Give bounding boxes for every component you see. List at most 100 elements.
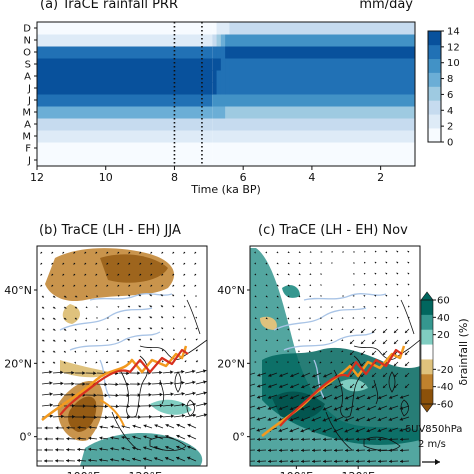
wind-arrowhead [276, 284, 279, 287]
wind-arrowhead [279, 384, 283, 389]
wind-arrowhead [290, 459, 293, 464]
wind-arrowhead [138, 338, 141, 341]
wind-arrowhead [73, 251, 76, 254]
wind-arrowhead [330, 361, 333, 364]
wind-arrowhead [195, 338, 198, 341]
heatmap-cell [229, 58, 415, 71]
wind-arrowhead [268, 459, 271, 464]
wind-arrowhead [110, 436, 114, 440]
heatmap-cell [216, 154, 222, 166]
wind-arrowhead [66, 448, 70, 452]
wind-arrowhead [287, 328, 289, 331]
wind-arrowhead [139, 262, 142, 265]
wind-arrowhead [353, 262, 355, 264]
heatmap-cell [212, 46, 218, 59]
wind-arrowhead [400, 459, 403, 464]
wind-arrowhead [319, 350, 322, 353]
wind-arrowhead [93, 371, 97, 376]
wind-arrowhead [173, 349, 175, 351]
wind-arrowhead [298, 273, 301, 275]
colorbar-tick-label: 8 [447, 74, 453, 85]
wind-arrowhead [394, 341, 397, 344]
wind-arrowhead [172, 273, 175, 276]
wind-arrowhead [173, 327, 175, 330]
wind-arrowhead [159, 403, 163, 408]
panel-c-lon-axis: 100°E 120°E [280, 466, 375, 474]
month-tick-label: O [23, 48, 31, 59]
wind-arrowhead [353, 284, 355, 286]
panel-b-title: (b) TraCE (LH - EH) JJA [39, 223, 181, 238]
time-tick-label: 2 [377, 171, 384, 184]
wind-arrowhead [399, 406, 404, 410]
wind-arrowhead [195, 327, 198, 330]
wind-arrowhead [85, 306, 88, 308]
wind-arrowhead [74, 339, 77, 342]
wind-arrowhead [42, 306, 45, 309]
wind-arrowhead [93, 404, 97, 409]
wind-arrowhead [33, 448, 36, 451]
wind-arrowhead [160, 305, 163, 308]
wind-arrowhead [290, 437, 293, 442]
heatmap-cell [220, 34, 226, 47]
wind-arrowhead [363, 284, 366, 286]
wind-arrowhead [172, 316, 175, 319]
wind-arrowhead [60, 381, 64, 386]
wind-arrowhead [55, 459, 58, 463]
wind-arrowhead [300, 407, 305, 411]
rainfall-heatmap [37, 22, 415, 166]
wind-arrowhead [350, 374, 353, 377]
wind-arrowhead [312, 459, 315, 464]
colorbar-segment [428, 31, 441, 46]
heatmap-cell [37, 34, 213, 47]
wind-arrowhead [128, 273, 131, 276]
wind-arrowhead [287, 284, 290, 287]
wind-arrowhead [276, 251, 279, 254]
wind-arrowhead [172, 262, 175, 265]
wind-arrowhead [388, 417, 393, 421]
wind-arrowhead [194, 251, 197, 254]
wind-arrowhead [94, 415, 98, 420]
wind-arrowhead [74, 328, 77, 331]
wind-arrowhead [320, 339, 322, 342]
wind-arrowhead [44, 448, 48, 452]
colorbar-segment [428, 86, 441, 101]
wind-arrowhead [137, 371, 141, 375]
wind-arrowhead [311, 407, 316, 411]
wind-arrowhead [366, 406, 371, 411]
wind-arrowhead [139, 284, 142, 287]
wind-arrowhead [267, 417, 272, 421]
wind-arrowhead [341, 317, 344, 319]
wind-arrowhead [257, 373, 261, 377]
wind-arrowhead [372, 341, 375, 344]
heatmap-cell [212, 34, 218, 47]
wind-arrowhead [301, 448, 304, 453]
heatmap-cell [216, 142, 222, 155]
wind-arrowhead [298, 295, 301, 298]
wind-arrowhead [388, 395, 393, 399]
heatmap-cell [225, 118, 230, 131]
heatmap-cell [216, 70, 222, 83]
wind-arrowhead [341, 361, 344, 363]
lat-tick-label: 0° [20, 431, 33, 444]
wind-arrowhead [71, 403, 75, 408]
panel-c-rivers [273, 293, 387, 399]
wind-arrowhead [195, 306, 197, 308]
wind-arrowhead [298, 350, 300, 353]
wind-arrowhead [364, 262, 366, 264]
wind-arrowhead [265, 350, 268, 352]
wind-arrowhead [53, 328, 56, 331]
wind-arrowhead [106, 350, 108, 352]
wind-arrowhead [176, 434, 180, 439]
wind-arrowhead [408, 294, 410, 297]
wind-arrowhead [301, 385, 305, 389]
heatmap-cell [212, 70, 218, 83]
colorbar-segment [428, 58, 441, 73]
wind-arrowhead [137, 393, 141, 397]
wind-arrowhead [298, 339, 300, 342]
wind-arrowhead [265, 328, 268, 330]
wind-arrowhead [104, 404, 108, 409]
colorbar-segment [428, 128, 441, 143]
wind-arrowhead [132, 435, 136, 439]
wind-arrowhead [88, 458, 92, 462]
panel-b: (b) TraCE (LH - EH) JJA [4, 223, 208, 474]
